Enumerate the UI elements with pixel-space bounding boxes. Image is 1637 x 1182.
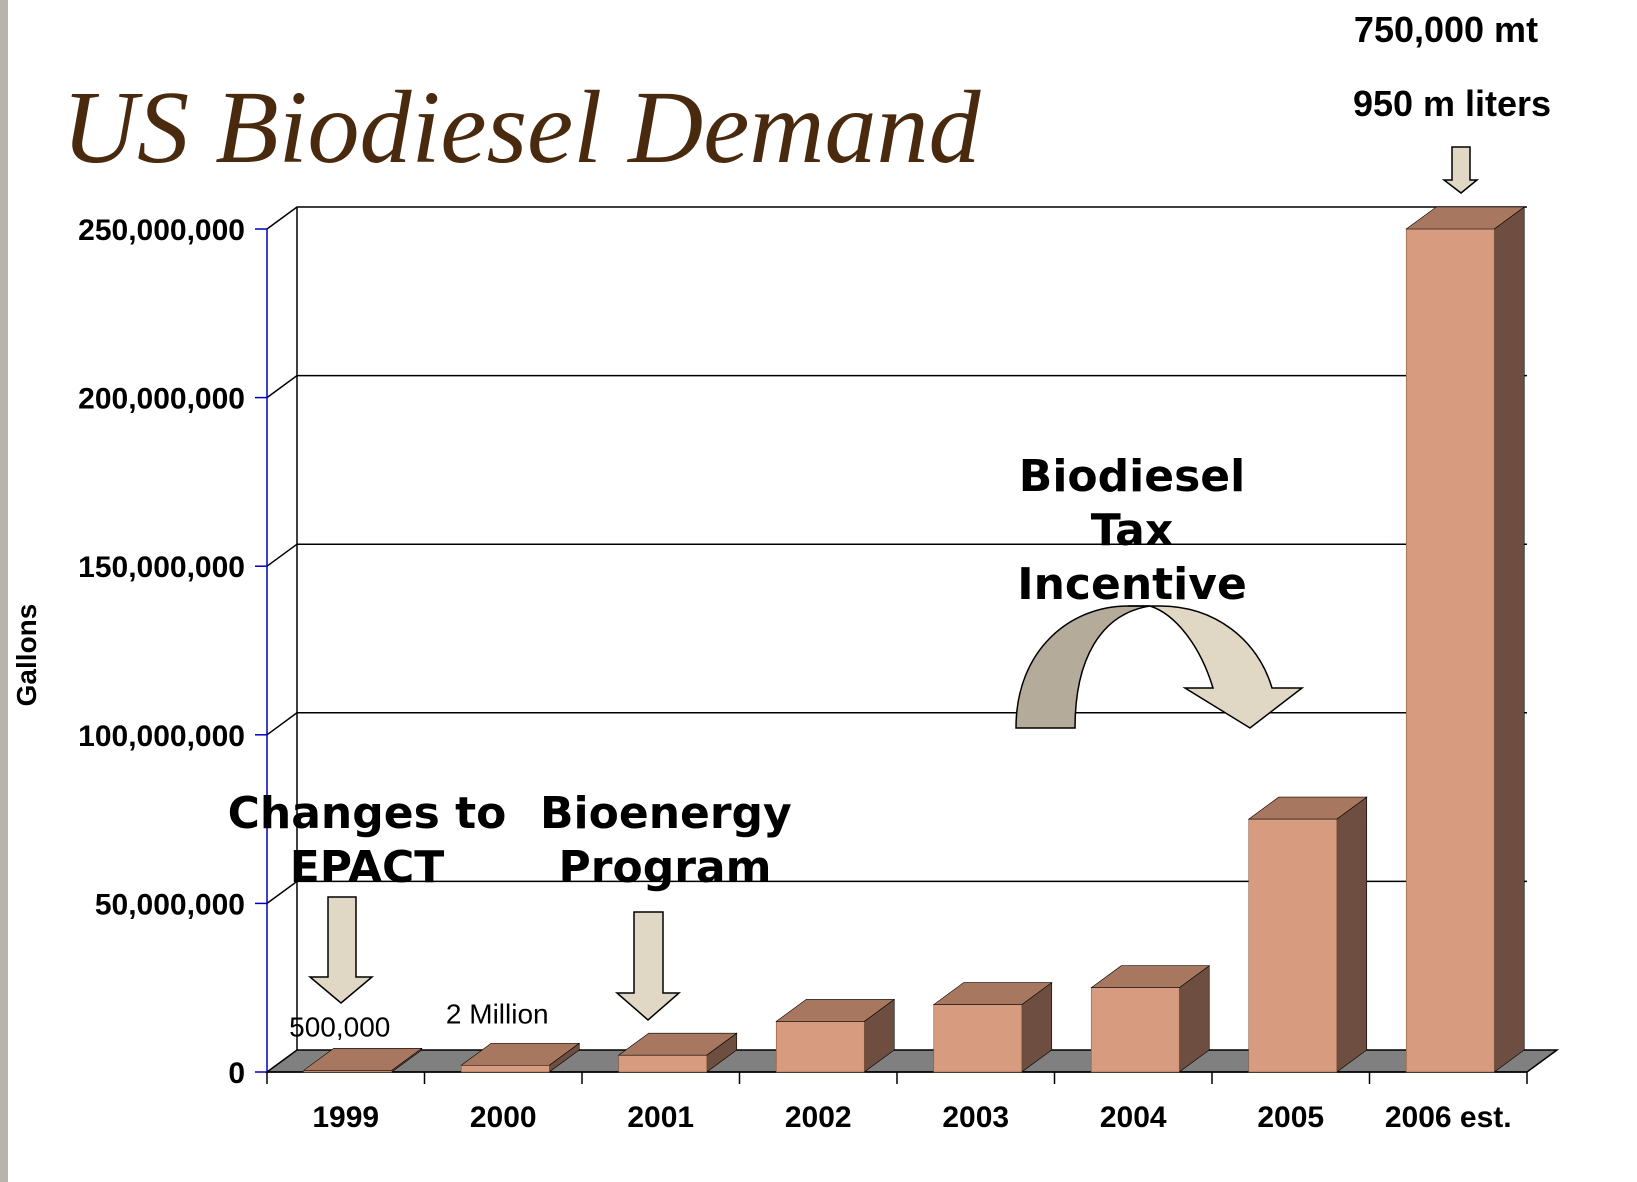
bar-front [618,1054,708,1073]
curved-arrow [1128,605,1305,729]
annotation: Biodiesel Tax Incentive [1017,451,1247,610]
bar [1247,796,1368,1073]
arrow [307,896,375,1004]
y-tick-label: 100,000,000 [78,720,245,753]
bar-top [932,982,1053,1005]
bar-top [1405,206,1526,230]
bar-top [460,1042,581,1066]
left-edge [0,0,8,1182]
bar-top [1247,796,1368,820]
grid-line [266,880,1527,905]
arrows [307,146,1480,1021]
bar-top [617,1032,738,1056]
bar-top [302,1048,423,1071]
bar [932,981,1053,1073]
grid-line [266,206,1527,230]
arrow [614,911,682,1021]
chart-title: US Biodiesel Demand [62,70,981,185]
data-label: 500,000 [289,1011,390,1042]
bar [302,1047,423,1073]
arrow [1441,146,1480,194]
x-tick-label: 1999 [312,1101,379,1134]
bar [775,998,896,1073]
bar-front [1405,228,1495,1073]
y-tick-label: 50,000,000 [95,888,245,921]
curved-arrow [1015,605,1151,729]
bar-front [1248,818,1338,1073]
bar-front [460,1064,550,1073]
bar-front [1090,987,1180,1073]
bar [1405,206,1526,1073]
y-tick-label: 0 [228,1057,245,1090]
x-tick-label: 2000 [470,1101,537,1134]
y-tick-label: 150,000,000 [78,551,245,584]
x-tick-label: 2005 [1257,1101,1324,1134]
grid-line [266,712,1527,736]
x-tick-label: 2004 [1100,1101,1167,1134]
grid-line [266,543,1527,567]
floor [264,1049,1560,1073]
bar [1090,965,1211,1073]
x-tick-label: 2006 est. [1385,1101,1512,1134]
x-tick-label: 2001 [627,1101,694,1134]
bar [460,1042,581,1073]
y-tick-label: 200,000,000 [78,383,245,416]
x-tick-label: 2003 [942,1101,1009,1134]
bar-side [1493,206,1525,1073]
y-axis-label: Gallons [11,604,42,707]
annotation: Bioenergy Program [540,788,792,893]
y-tick-label: 250,000,000 [78,214,245,247]
bar-top [775,999,896,1022]
annotation: 950 m liters [1353,83,1551,124]
plot-area: 0 50,000,000 100,000,000 150,000,000 200,000… [78,206,1560,1134]
annotation: Changes to EPACT [227,788,507,893]
bar-front [933,1004,1023,1073]
grid-line [266,374,1527,399]
bar [617,1032,738,1073]
annotation: 750,000 mt [1354,9,1538,50]
bar-top [1090,965,1211,989]
x-tick-label: 2002 [785,1101,852,1134]
data-label: 2 Million [446,998,549,1029]
bar-side [1336,796,1368,1073]
bar-front [775,1021,865,1073]
